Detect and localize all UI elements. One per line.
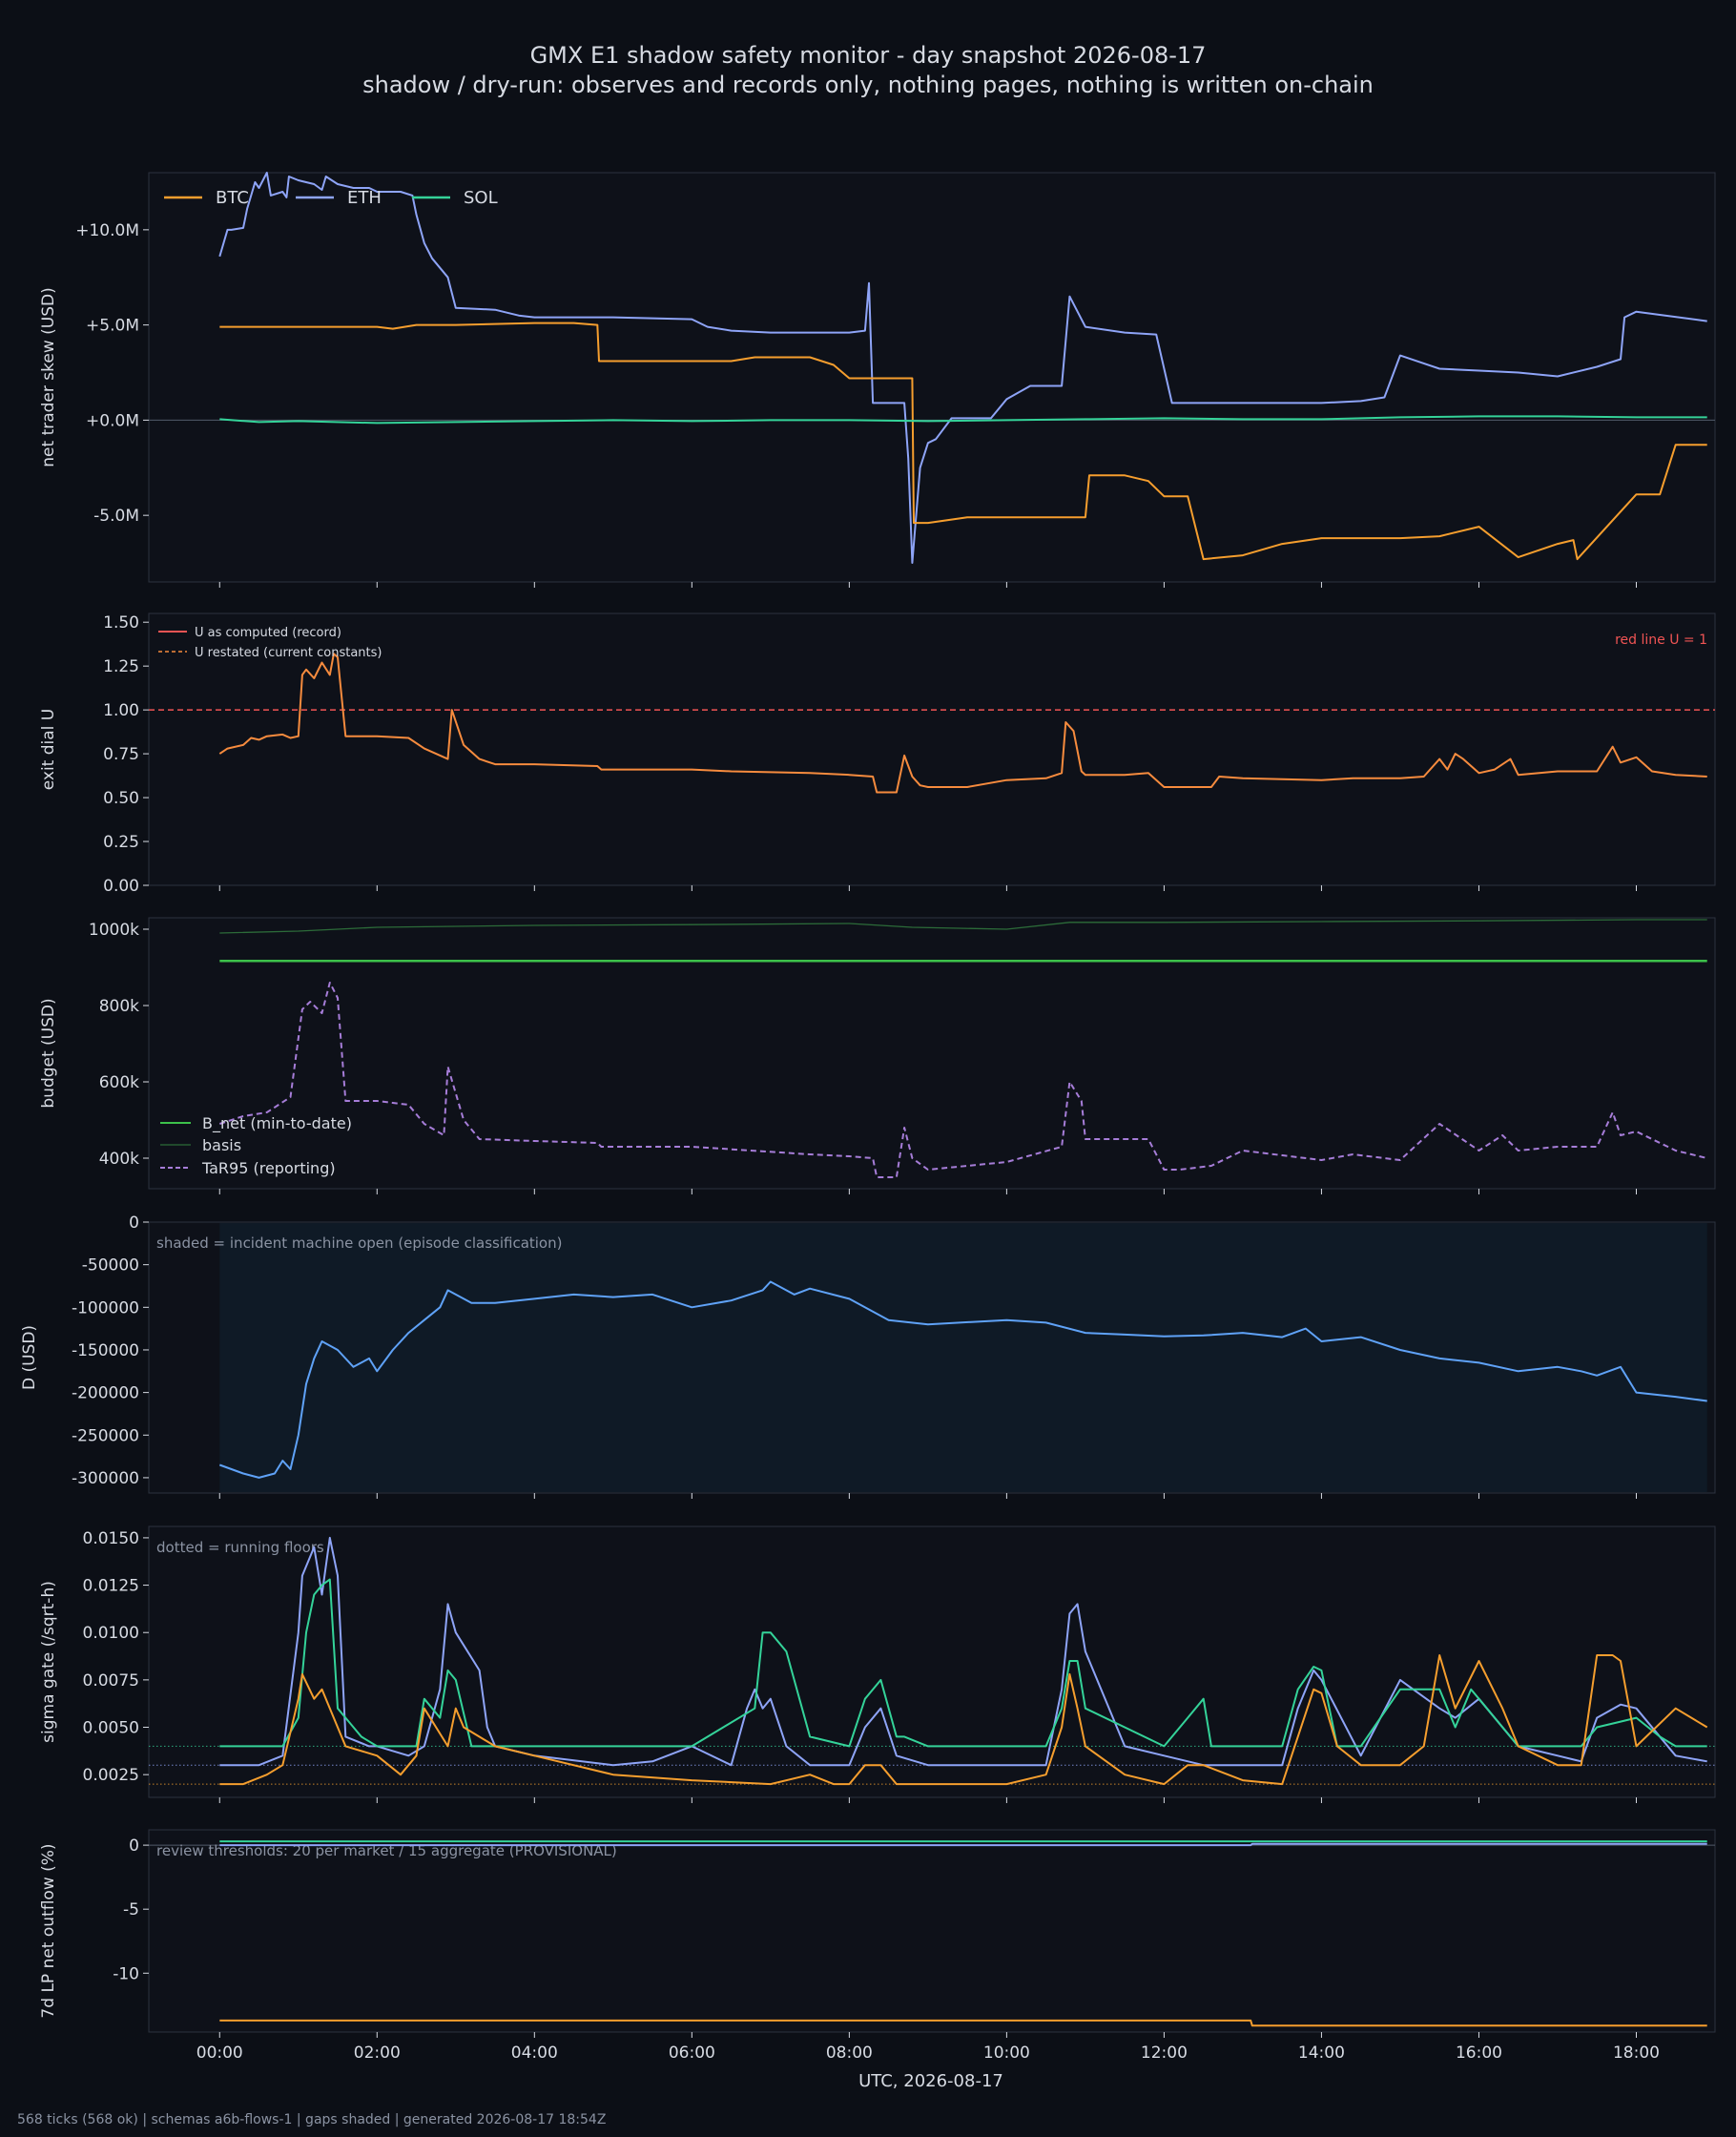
y-tick-label: 1000k	[89, 921, 139, 940]
y-tick-label: 400k	[99, 1150, 139, 1169]
y-tick-label: 0	[129, 1836, 139, 1856]
panel-frame	[148, 1525, 1716, 1798]
y-tick-label: -250000	[72, 1426, 139, 1445]
figure-subtitle: shadow / dry-run: observes and records o…	[362, 72, 1374, 98]
y-tick-label: -10	[113, 1964, 139, 1983]
y-tick-label: 0.0075	[83, 1671, 139, 1691]
y-tick-label: 800k	[99, 997, 139, 1016]
x-tick-label: 00:00	[196, 2044, 243, 2063]
series-line-sol	[219, 415, 1707, 425]
panel-1: red line U = 1 0.00 0.25 0.50 0.75 1.00 1.25 1.…	[39, 612, 1716, 896]
y-tick-label: +5.0M	[86, 317, 139, 336]
series-line-btc	[219, 2019, 1707, 2027]
series-line-tar95-reporting	[218, 982, 1707, 1178]
panel-annotation: review thresholds: 20 per market / 15 ag…	[156, 1842, 617, 1859]
y-tick-label: -300000	[72, 1469, 139, 1488]
y-axis-label: net trader skew (USD)	[39, 287, 58, 467]
legend-label: TaR95 (reporting)	[201, 1159, 336, 1177]
panel-frame	[148, 917, 1716, 1190]
x-tick-label: 16:00	[1456, 2044, 1502, 2063]
series-line-btc	[219, 1654, 1708, 1786]
incident-shade	[219, 1223, 1707, 1492]
y-tick-label: 1.25	[103, 657, 139, 676]
x-tick-label: 08:00	[826, 2044, 873, 2063]
series-line-eth	[218, 172, 1707, 564]
y-tick-label: 1.00	[103, 701, 139, 720]
y-tick-label: -150000	[72, 1341, 139, 1360]
y-tick-label: 0.50	[103, 789, 139, 808]
legend-label: basis	[202, 1136, 241, 1154]
y-tick-label: +10.0M	[75, 221, 139, 240]
legend-label: BTC	[216, 188, 249, 208]
x-tick-label: 10:00	[983, 2044, 1030, 2063]
y-axis-label: exit dial U	[39, 709, 58, 791]
y-tick-label: 1.50	[103, 613, 139, 633]
y-axis-label: sigma gate (/sqrt-h)	[39, 1581, 58, 1743]
panel-3: -300000 -250000 -200000 -150000 -100000 -5000…	[20, 1214, 1716, 1499]
series-line-eth	[219, 1536, 1707, 1767]
y-tick-label: -5	[123, 1900, 139, 1919]
red-line-label: red line U = 1	[1615, 633, 1707, 648]
series-line-eth	[219, 1842, 1707, 1847]
legend-label: U restated (current constants)	[195, 646, 382, 660]
y-tick-label: 0.75	[103, 745, 139, 764]
legend-label: B_net (min-to-date)	[202, 1114, 352, 1133]
x-tick-label: 18:00	[1613, 2044, 1660, 2063]
legend-label: U as computed (record)	[195, 626, 341, 640]
panel-2: 400k 600k 800k 1000k budget (USD) B_net (min-…	[39, 917, 1716, 1194]
y-tick-label: 0.0025	[83, 1766, 139, 1785]
series-line-btc	[219, 322, 1707, 561]
y-tick-label: 0	[129, 1214, 139, 1233]
x-tick-label: 12:00	[1141, 2044, 1188, 2063]
y-tick-label: 0.25	[103, 833, 139, 852]
series-line-d	[218, 1280, 1707, 1479]
y-axis-label: 7d LP net outflow (%)	[39, 1843, 58, 2018]
x-tick-label: 14:00	[1298, 2044, 1345, 2063]
series-line-sol	[219, 1578, 1707, 1748]
panel-4: 0.0025 0.0050 0.0075 0.0100 0.0125 0.0150 sigm…	[39, 1525, 1716, 1803]
y-tick-label: +0.0M	[86, 411, 139, 430]
x-tick-label: 02:00	[354, 2044, 401, 2063]
x-tick-label: 04:00	[511, 2044, 558, 2063]
panel-annotation: dotted = running floors	[156, 1539, 324, 1556]
footer-status: 568 ticks (568 ok) | schemas a6b-flows-1…	[17, 2112, 607, 2127]
y-tick-label: 0.0125	[83, 1577, 139, 1596]
x-axis-label: UTC, 2026-08-17	[858, 2071, 1003, 2091]
y-tick-label: -50000	[82, 1256, 139, 1276]
y-tick-label: -5.0M	[93, 507, 139, 526]
y-axis-label: D (USD)	[20, 1325, 39, 1390]
series-line-u-as-computed-record	[218, 653, 1707, 794]
y-tick-label: -100000	[72, 1298, 139, 1317]
y-tick-label: -200000	[72, 1384, 139, 1403]
y-tick-label: 0.0050	[83, 1719, 139, 1738]
panel-annotation: shaded = incident machine open (episode …	[156, 1234, 562, 1252]
figure-title: GMX E1 shadow safety monitor - day snaps…	[530, 42, 1207, 69]
panel-0: -5.0M +0.0M +5.0M +10.0M net trader skew (US…	[39, 172, 1716, 588]
y-tick-label: 0.0100	[83, 1624, 139, 1643]
panel-5: -10 -5 0 00:00 02:00 04:00 06:00 08:00 10:00 12:0…	[39, 1829, 1716, 2091]
panel-frame	[148, 172, 1716, 583]
panel-frame	[148, 1829, 1716, 2033]
x-tick-label: 06:00	[669, 2044, 715, 2063]
legend-label: SOL	[464, 188, 498, 208]
y-tick-label: 600k	[99, 1073, 139, 1092]
y-tick-label: 0.0150	[83, 1529, 139, 1548]
panel-frame	[148, 612, 1716, 886]
legend-label: ETH	[347, 188, 382, 208]
y-axis-label: budget (USD)	[39, 998, 58, 1108]
series-line-basis	[219, 919, 1707, 934]
y-tick-label: 0.00	[103, 877, 139, 896]
